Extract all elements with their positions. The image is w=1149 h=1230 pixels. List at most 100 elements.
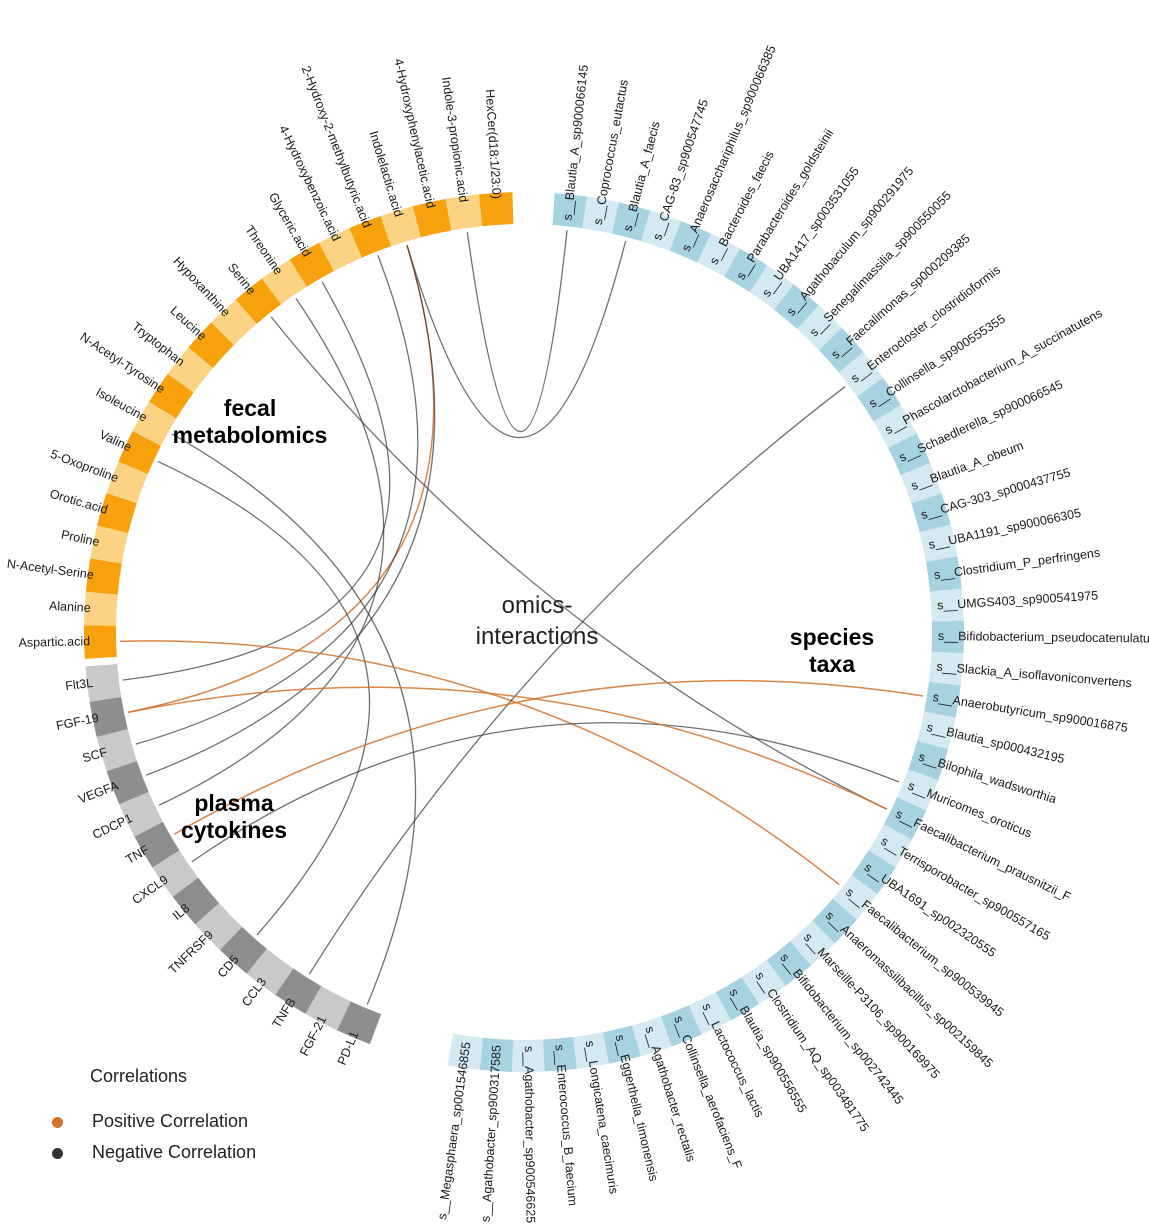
- metabolite-label-glyceric-acid: Glyceric.acid: [266, 190, 314, 259]
- metabolite-segment-indole-3-propionic-acid: [445, 194, 483, 231]
- metabolite-segment-2-hydroxy-2-methylbutyric-acid: [349, 216, 392, 258]
- metabolite-label-5-oxoproline: 5-Oxoproline: [49, 447, 121, 485]
- metabolite-segment-hypoxanthine: [211, 299, 257, 346]
- metabolite-label-alanine: Alanine: [49, 599, 91, 615]
- species-segment-s-uba1691-sp002320555: [851, 850, 896, 895]
- species-segment-s-bacteroides-faecis: [697, 233, 740, 277]
- link-valine-to-cd5: [157, 460, 371, 936]
- species-segment-s-schaedlerella-sp900066545: [888, 433, 931, 476]
- link-tnf-to-s-anaerobutyricum-sp900016875: [173, 679, 924, 835]
- cytokine-label-fgf-21: FGF-21: [297, 1013, 329, 1058]
- species-segment-s-blautia-sp000432195: [917, 711, 956, 750]
- fecal-title-line1: fecal: [224, 395, 276, 421]
- metabolite-segment-n-acetyl-tyrosine: [149, 373, 194, 419]
- metabolite-segment-alanine: [84, 591, 118, 626]
- metabolite-label-proline: Proline: [60, 527, 101, 549]
- species-label-s-bifidobacterium-pseudocatenulatum: s__Bifidobacterium_pseudocatenulatum: [938, 629, 1149, 646]
- species-segment-s-blautia-a-obeum: [900, 462, 942, 504]
- cytokine-segment-ccl3: [246, 948, 294, 995]
- link-serine-to-s-faecalibacterium-prausnitzii-f: [270, 316, 888, 810]
- metabolite-label-isoleucine: Isoleucine: [94, 385, 150, 425]
- center-title-line1: omics-: [502, 592, 573, 619]
- species-segment-s-senegalimassilia-sp900550055: [797, 305, 842, 350]
- species-label-s-agathobacter-sp900546625: s__Agathobacter_sp900546625: [522, 1046, 538, 1223]
- negative-dot-icon: [52, 1148, 63, 1159]
- species-segment-s-faecalimonas-sp000209385: [818, 327, 864, 373]
- link-aspartic-acid-to-s-faecalibacterium-sp900539945: [120, 640, 840, 886]
- species-segment-s-agathobacter-rectalis: [632, 1016, 672, 1057]
- metabolite-segment-valine: [118, 431, 162, 474]
- species-segment-s-umgs403-sp900541975: [929, 588, 964, 622]
- species-segment-s-bifidobacterium-sp002742445: [766, 941, 812, 986]
- species-segment-s-enterocloster-clostridioformis: [838, 352, 884, 397]
- link-isoleucine-to-pd-l1: [171, 433, 417, 1005]
- species-segment-s-agathobacter-sp900317585: [479, 1037, 513, 1072]
- cytokine-segment-cd5: [219, 926, 267, 974]
- metabolite-segment-indolelactic-acid: [380, 206, 421, 247]
- cytokine-segment-tnf: [134, 821, 180, 868]
- metabolite-segment-threonine: [261, 259, 307, 305]
- species-segment-s-bilophila-wadsworthia: [908, 740, 949, 781]
- species-label-s-slackia-a-isoflavoniconvertens: s__Slackia_A_isoflavoniconvertens: [936, 660, 1132, 691]
- link-indole-3-propionic-acid-to-s-blautia-a-sp900066145: [466, 230, 568, 433]
- species-segment-s-agathobacter-sp900546625: [512, 1039, 545, 1073]
- interaction-links: [120, 230, 924, 1005]
- species-segment-s-blautia-a-faecis: [611, 202, 651, 242]
- metabolite-segment-orotic-acid: [97, 493, 137, 534]
- species-segment-s-phascolarctobacterium-a-succinatutens: [873, 405, 917, 448]
- species-segment-s-uba1417-sp003531055: [749, 265, 794, 310]
- species-segment-s-uba1191-sp900066305: [919, 524, 958, 562]
- metabolite-label-n-acetyl-serine: N-Acetyl-Serine: [6, 557, 95, 582]
- species-segment-s-parabacteroides-goldsteinii: [724, 248, 768, 293]
- metabolite-segment-aspartic-acid: [83, 625, 117, 659]
- cytokine-segment-il8: [172, 877, 220, 925]
- cytokine-label-cdcp1: CDCP1: [90, 811, 134, 842]
- species-segment-s-cag-303-sp000437755: [911, 493, 951, 533]
- species-segment-s-faecalibacterium-sp900539945: [832, 875, 878, 920]
- link-glyceric-acid-to-flt3l: [122, 281, 391, 681]
- cytokine-title-line2: cytokines: [181, 817, 287, 843]
- cytokine-segment-fgf-19: [89, 696, 128, 737]
- species-segment-s-slackia-a-isoflavoniconvertens: [928, 651, 964, 686]
- species-segment-s-marseille-p3106-sp900169975: [790, 920, 835, 966]
- species-segment-s-agathobaculum-sp900291975: [774, 284, 819, 330]
- species-label-s-clostridium-p-perfringens: s__Clostridium_P_perfringens: [933, 546, 1101, 583]
- species-segment-s-terrisporobacter-sp900557165: [868, 824, 913, 868]
- species-segment-s-faecalibacterium-prausnitzii-f: [883, 797, 927, 840]
- cytokine-label-pd-l1: PD-L1: [335, 1029, 362, 1067]
- cytokine-segment-scf: [96, 729, 137, 772]
- species-segment-s-coprococcus-eutactus: [582, 196, 619, 234]
- metabolite-segment-4-hydroxyphenylacetic-acid: [412, 199, 452, 238]
- metabolite-label-leucine: Leucine: [167, 304, 209, 344]
- metabolite-label-indolelactic-acid: Indolelactic.acid: [367, 129, 406, 218]
- metabolite-segment-4-hydroxybenzoic-acid: [318, 228, 362, 272]
- species-segment-s-longicatena-caecimuris: [573, 1032, 609, 1069]
- link-cxcl9-to-s-muricomes-oroticus: [191, 722, 900, 863]
- species-label-s-megasphaera-sp001546855: s__Megasphaera_sp001546855: [435, 1041, 473, 1221]
- link-indolelactic-acid-to-vegfa: [145, 245, 436, 776]
- cytokine-segment-tnfb: [275, 968, 322, 1014]
- species-segment-s-blautia-sp900556555: [715, 976, 759, 1021]
- species-title-line1: species: [790, 624, 874, 650]
- cytokine-segment-tnfrsf9: [195, 903, 243, 951]
- legend-negative-label: Negative Correlation: [92, 1142, 257, 1162]
- metabolite-segment-leucine: [188, 322, 234, 369]
- species-segment-s-clostridium-p-perfringens: [925, 556, 962, 592]
- cytokine-title-line1: plasma: [194, 790, 273, 816]
- cytokine-label-scf: SCF: [81, 745, 109, 765]
- metabolite-segment-5-oxoproline: [106, 461, 148, 504]
- species-label-s-blautia-sp900556555: s__Blautia_sp900556555: [727, 986, 810, 1115]
- cytokine-segment-pd-l1: [337, 1001, 382, 1045]
- metabolite-segment-isoleucine: [132, 401, 177, 446]
- link-threonine-to-cdcp1: [158, 298, 385, 806]
- cytokine-label-fgf-19: FGF-19: [55, 711, 100, 733]
- cytokine-segment-cxcl9: [152, 850, 199, 897]
- cytokine-label-vegfa: VEGFA: [76, 778, 121, 806]
- metabolite-segment-hexcer-d18-1-23-0: [478, 192, 514, 227]
- species-segment-s-collinsella-sp900555355: [857, 377, 901, 422]
- species-segment-s-blautia-a-sp900066145: [552, 193, 587, 229]
- segment-ring: [83, 192, 964, 1073]
- positive-dot-icon: [52, 1117, 63, 1128]
- link-indolelactic-acid-to-s-blautia-a-faecis: [406, 240, 627, 439]
